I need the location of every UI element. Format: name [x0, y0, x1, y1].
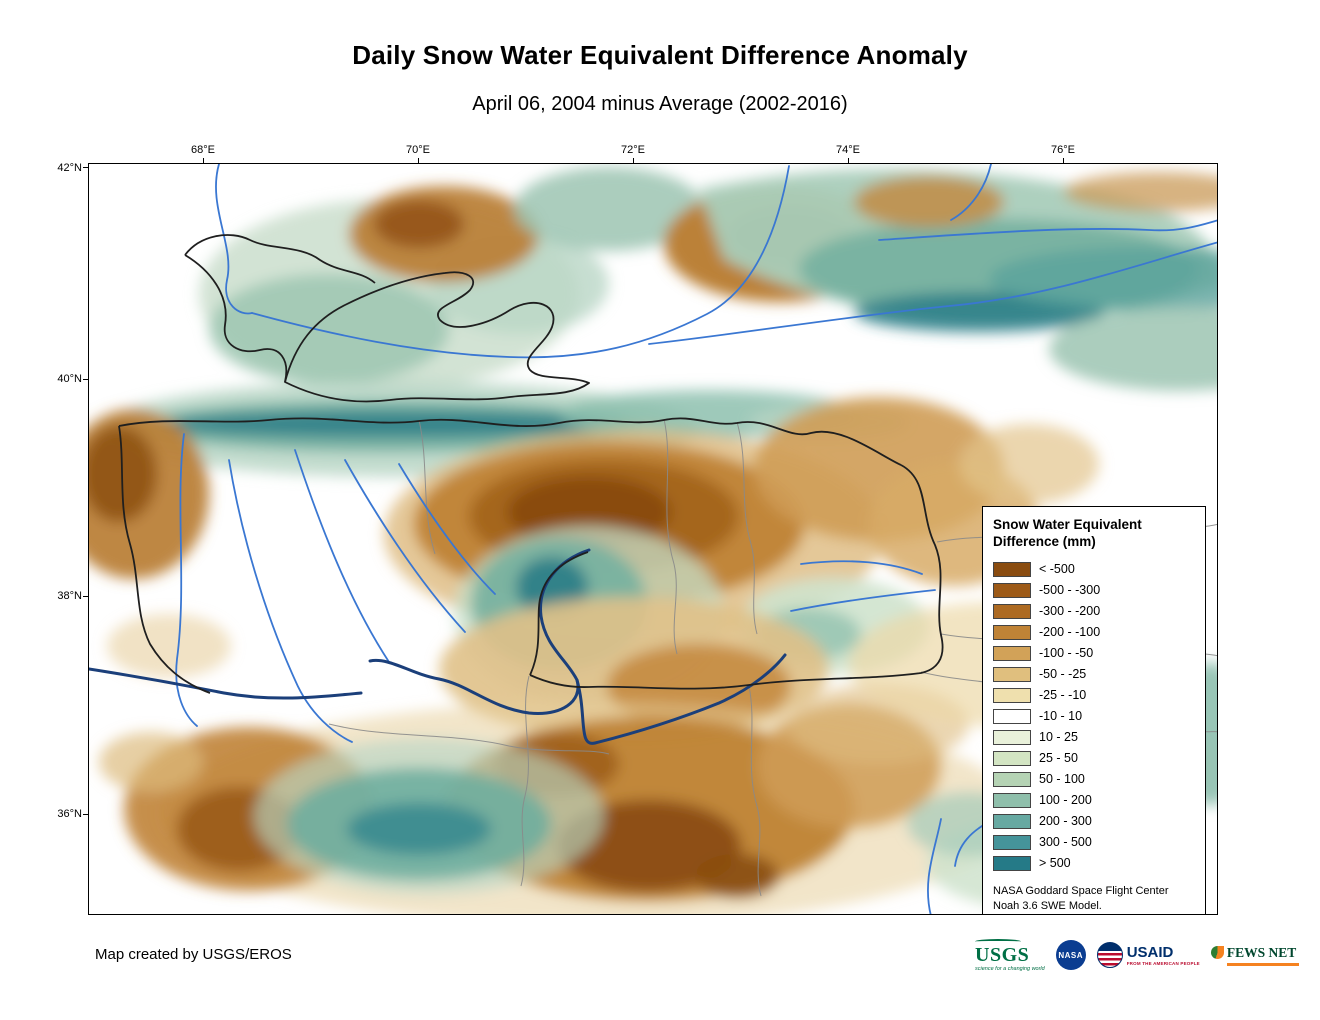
legend-entry: -200 - -100 [993, 622, 1195, 643]
nasa-logo-text: NASA [1058, 950, 1084, 960]
legend-swatch [993, 834, 1031, 850]
legend-entry-label: 200 - 300 [1039, 814, 1092, 829]
map-credit: Map created by USGS/EROS [95, 946, 292, 963]
legend-entry: -500 - -300 [993, 580, 1195, 601]
fewsnet-logo-top: FEWS NET [1210, 944, 1299, 961]
watershed-boundaries [328, 418, 1217, 897]
usgs-logo-text: USGS [975, 943, 1030, 966]
fewsnet-leaf-icon [1210, 946, 1224, 959]
legend-entry-label: > 500 [1039, 856, 1071, 871]
y-tick-mark [83, 596, 88, 597]
usgs-logo: USGS science for a changing world [975, 938, 1045, 972]
legend-entry: -100 - -50 [993, 643, 1195, 664]
legend-swatch [993, 855, 1031, 871]
map-frame: Snow Water Equivalent Difference (mm) < … [88, 163, 1218, 915]
legend-entry: -50 - -25 [993, 664, 1195, 685]
legend-swatch [993, 666, 1031, 682]
nasa-logo: NASA [1055, 940, 1086, 970]
usaid-logo-text: USAID [1126, 943, 1174, 961]
page-subtitle: April 06, 2004 minus Average (2002-2016) [472, 93, 848, 115]
y-tick-mark [83, 814, 88, 815]
legend-entry: 200 - 300 [993, 811, 1195, 832]
legend-swatch [993, 729, 1031, 745]
legend-attribution-line2: Noah 3.6 SWE Model. [993, 899, 1102, 912]
legend-title: Snow Water Equivalent Difference (mm) [993, 517, 1195, 551]
usaid-logo: USAID FROM THE AMERICAN PEOPLE [1096, 942, 1200, 968]
page-title: Daily Snow Water Equivalent Difference A… [352, 40, 968, 70]
fewsnet-logo-text: FEWS NET [1226, 944, 1297, 960]
legend-entry-label: 25 - 50 [1039, 751, 1078, 766]
terrain-layer [89, 167, 1217, 914]
legend-entry-label: -10 - 10 [1039, 709, 1083, 724]
legend-swatch [993, 582, 1031, 598]
legend-entry: 50 - 100 [993, 769, 1195, 790]
y-tick-label: 36°N [57, 808, 82, 820]
legend-entry: 100 - 200 [993, 790, 1195, 811]
legend: Snow Water Equivalent Difference (mm) < … [982, 506, 1206, 914]
legend-entry-label: -25 - -10 [1039, 688, 1087, 703]
legend-entry-label: -200 - -100 [1039, 625, 1101, 640]
legend-entry-label: 10 - 25 [1039, 730, 1078, 745]
legend-swatch [993, 603, 1031, 619]
usgs-wave-icon [975, 938, 1021, 944]
legend-swatch [993, 561, 1031, 577]
map-container: 68°E 70°E 72°E 74°E 76°E 42°N 40°N 38°N … [57, 144, 1218, 915]
legend-swatch [993, 645, 1031, 661]
legend-entries: < -500 -500 - -300 -300 - -200 -200 - -100 -… [993, 559, 1195, 874]
legend-entry-label: 300 - 500 [1039, 835, 1092, 850]
fewsnet-tagline-bar [1226, 962, 1299, 966]
rivers [175, 164, 1217, 914]
x-tick-mark [418, 158, 419, 163]
usaid-tagline: FROM THE AMERICAN PEOPLE [1126, 960, 1200, 966]
legend-swatch [993, 771, 1031, 787]
legend-entry-label: < -500 [1039, 562, 1075, 577]
x-tick-label: 74°E [836, 144, 860, 156]
legend-title-line2: Difference (mm) [993, 533, 1096, 549]
x-tick-label: 70°E [406, 144, 430, 156]
legend-entry: -300 - -200 [993, 601, 1195, 622]
y-tick-label: 40°N [57, 373, 82, 385]
legend-entry: < -500 [993, 559, 1195, 580]
y-tick-label: 38°N [57, 590, 82, 602]
y-tick-label: 42°N [57, 162, 82, 174]
legend-swatch [993, 792, 1031, 808]
legend-swatch [993, 687, 1031, 703]
x-tick-label: 68°E [191, 144, 215, 156]
usaid-seal-icon [1096, 942, 1123, 968]
logo-strip: USGS science for a changing world NASA U… [975, 936, 1299, 974]
x-tick-label: 76°E [1051, 144, 1075, 156]
x-tick-label: 72°E [621, 144, 645, 156]
legend-entry: -10 - 10 [993, 706, 1195, 727]
y-tick-mark [83, 167, 88, 168]
legend-entry-label: -300 - -200 [1039, 604, 1101, 619]
legend-entry: > 500 [993, 853, 1195, 874]
legend-entry-label: 50 - 100 [1039, 772, 1085, 787]
legend-entry: 25 - 50 [993, 748, 1195, 769]
x-tick-mark [1063, 158, 1064, 163]
x-tick-mark [848, 158, 849, 163]
legend-entry: -25 - -10 [993, 685, 1195, 706]
legend-entry-label: 100 - 200 [1039, 793, 1092, 808]
legend-swatch [993, 813, 1031, 829]
legend-entry-label: -50 - -25 [1039, 667, 1087, 682]
legend-attribution-line1: NASA Goddard Space Flight Center [993, 884, 1169, 897]
usgs-tagline: science for a changing world [975, 965, 1045, 972]
fewsnet-logo: FEWS NET [1210, 944, 1299, 966]
y-tick-mark [83, 379, 88, 380]
country-boundaries [118, 234, 944, 694]
x-tick-mark [633, 158, 634, 163]
legend-entry: 10 - 25 [993, 727, 1195, 748]
legend-title-line1: Snow Water Equivalent [993, 517, 1142, 532]
legend-entry-label: -100 - -50 [1039, 646, 1094, 661]
major-rivers [89, 548, 787, 745]
legend-entry-label: -500 - -300 [1039, 583, 1101, 598]
x-tick-mark [203, 158, 204, 163]
legend-swatch [993, 624, 1031, 640]
legend-entry: 300 - 500 [993, 832, 1195, 853]
legend-swatch [993, 750, 1031, 766]
usaid-logo-text-block: USAID FROM THE AMERICAN PEOPLE [1127, 945, 1200, 966]
legend-swatch [993, 708, 1031, 724]
